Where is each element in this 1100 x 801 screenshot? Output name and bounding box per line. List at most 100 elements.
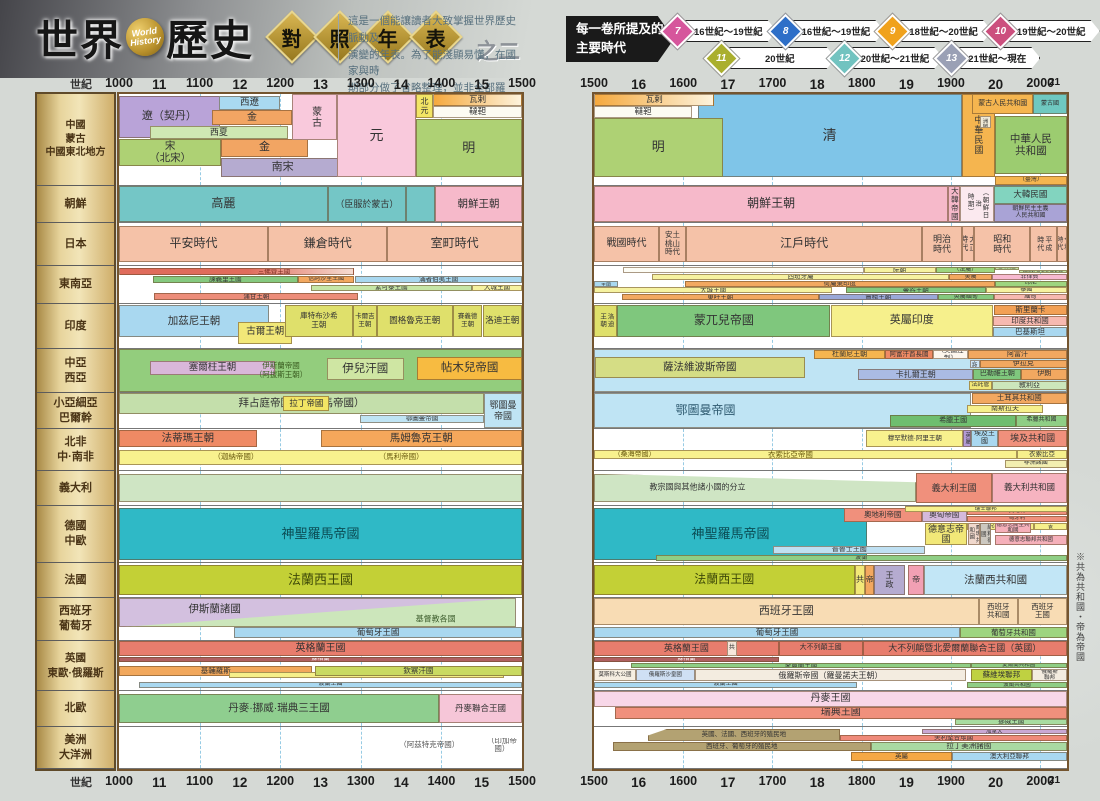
timeline-bar: 共 [854,565,866,595]
timeline-bar-label: 非洲諸國 [1023,460,1048,467]
axis-century-label: 18 [809,775,825,790]
timeline-bar-label: 滿者伯夷王國 [596,282,616,287]
axis-century-label: 18 [809,77,825,92]
timeline-row-strip: 阮朝 （法屬） 越南民主共和國越南社會主義共和國西班牙屬 美屬 菲律賓滿者伯夷王國 荷屬東… [594,266,1067,304]
timeline-bar: 鎌倉時代 [268,225,388,263]
timeline-bar-label: 英屬 [894,753,908,761]
timeline-bar: （朝鮮日治 時期） [959,186,994,222]
timeline-bar-label: 巴勒維王朝 [979,370,1015,378]
timeline-bar-label: 〔英國控制〕 [937,349,964,360]
timeline-bar-label: 越南民主共和國 [996,268,1018,269]
timeline-bar-label: 阿富汗酋長國 [889,350,929,358]
timeline-bar: 莫斯科大公國 [594,669,636,682]
timeline-row-strip: 丹麥王國 瑞典王國 挪威王國 [594,691,1067,727]
timeline-bar: 清 [697,94,962,177]
timeline-bar-label: 共 [728,644,735,651]
axis-year-label: 1200 [266,774,295,788]
gridline [1040,429,1042,470]
timeline-bar-label: 普魯士王國 [831,546,867,554]
timeline-bar-label: 瓦剌 [645,94,663,105]
timeline-bar: 俄羅斯沙皇國 [635,669,695,682]
timeline-bar-label: 法蘭西王國 [287,571,353,587]
axis-century-label: 17 [720,77,736,92]
timeline-bar-label: 埃及共和國 [1010,433,1056,444]
timeline-bar-label: 英格蘭王國 [295,642,346,654]
axis-century-label: 20 [988,775,1004,790]
timeline-bar: 俄羅斯 聯邦 [1032,669,1067,682]
timeline-bar: 東吁王朝 [621,294,819,301]
timeline-bar-label: 西班牙屬 [787,274,814,281]
axis-century-label: 12 [232,77,248,92]
timeline-bar-label: 昭和 時代 [993,233,1012,254]
timeline-bar-label: 曼谷王朝 [902,287,929,294]
timeline-bar: 俄羅斯帝國（羅曼諾夫王朝） [694,669,967,682]
timeline-bar-label: 令和 時代 [1057,236,1067,252]
timeline-bar: 王政 [874,565,905,595]
timeline-bar-label: 平安時代 [169,236,218,251]
timeline-bar-label: 德意志帝國 [928,523,965,544]
timeline-bar: 蘇格蘭 [594,656,779,662]
timeline-bar: 匈牙利 [967,515,1067,522]
timeline-bar-label: 奧地利 [1009,509,1026,514]
description-line: 這是一個能讓讀者大致掌握世界歷史脈動及 [348,15,516,44]
axis-century-label: 13 [312,775,329,790]
timeline-bar-label: 欽察汗國 [403,665,434,675]
timeline-bar: 大城王國 [472,284,522,292]
timeline-bar-label: 衣索比亞 [1029,451,1055,459]
timeline-bar-label: 卡爾吉 王朝 [355,313,375,328]
timeline-bar: 大韓民國 [993,186,1067,204]
timeline-bar-label: 印尼 [1024,280,1037,287]
subtitle-part-label: 之二 [476,39,521,64]
timeline-bar-label: 朝鮮民主主義 人民共和國 [1012,206,1049,219]
timeline-bar: 瓦剌 [433,94,522,106]
timeline-bar: 明治 時代 [922,225,962,263]
timeline-row-strip: 加茲尼王朝 古爾王朝 庫特布沙希 王朝 卡爾吉 王朝 圖格魯克王朝 賽義德 王朝 洛迪王朝 [119,304,522,349]
timeline-bar-label: 北元 [420,96,430,115]
timeline-bar-label: 美利堅合眾國 [934,734,974,741]
gridline [683,429,685,470]
axis-year-label: 1500 [508,76,536,90]
timeline-bar-label: 元 [369,127,384,144]
globe-text: History [129,33,162,49]
timeline-bar: （臺灣） [994,175,1067,185]
timeline-bar: 德意志帝國 [925,522,968,546]
timeline-bar-label: 蒙古人民共和國 [978,99,1028,107]
timeline-bar-label: 波蘭共和國 [1003,682,1031,688]
region-label: 東南亞 [37,266,114,304]
timeline-bar: 賽義德 王朝 [452,304,483,337]
axis-year-label: 1600 [669,76,698,90]
timeline-bar: 蒙古人民共和國 [972,94,1034,115]
axis-century-label: 17 [720,775,736,790]
timeline-bar-label: 奧匈帝國 [929,509,960,519]
timeline-bar: 西遼 [218,95,281,111]
timeline-bar [119,450,522,466]
axis-century-label: 11 [152,77,167,92]
timeline-bar: 滿者伯夷王國 [594,280,619,287]
region-label: 西班牙 葡萄牙 [37,598,114,641]
timeline-bar-label: 西班牙、葡萄牙的殖民地 [705,742,778,750]
region-label: 英國 東歐·俄羅斯 [37,641,114,691]
legend-row: 11 20世紀 12 20世紀～21世紀 13 21世紀～現在 [703,40,1040,76]
gridline [199,429,201,470]
timeline-bar-label: 英格蘭王國 [663,643,709,654]
timeline-bar: 伊拉克 [979,360,1067,368]
timeline-bar: 德意志聯邦共和國 [994,534,1067,546]
timeline-bar: 金 [221,138,308,157]
timeline-bar: 波蘭王國 [594,682,858,688]
timeline-bar-label: 薩法維波斯帝國 [663,361,737,374]
timeline-bar: 阮朝 [863,267,936,274]
timeline-label: （印加帝國） [482,738,522,752]
timeline-row-strip: 平安時代 鎌倉時代 室町時代 [119,223,522,266]
axis-year-label: 1900 [937,76,965,90]
timeline-bar-label: 共 [855,575,864,585]
timeline-bar-label: 神聖羅馬帝國 [281,525,360,541]
timeline-bar-label: （印加帝國） [486,738,517,753]
timeline-bar-label: 王政 [884,570,894,589]
timeline-bar: 阿富汗酋長國 [884,349,934,360]
timeline-bar: 埃及王國 [970,429,999,448]
timeline-bar-label: 葡萄牙王國 [755,627,799,637]
timeline-label: （阿茲特克帝國） [377,738,482,752]
timeline-bar: 貢榜王朝 [818,294,938,301]
timeline-bar-label: 明 [651,138,665,154]
timeline-bar-label: 西班牙王國 [758,605,814,618]
